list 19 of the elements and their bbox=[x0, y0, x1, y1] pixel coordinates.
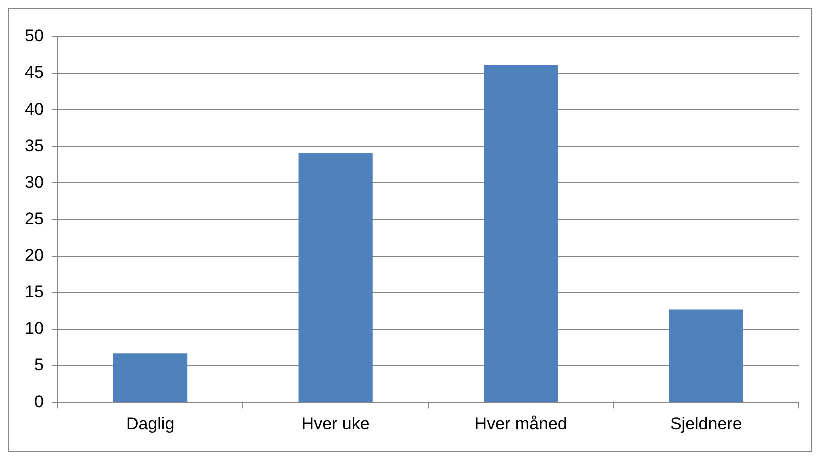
y-tick-label: 50 bbox=[24, 26, 44, 46]
x-tick-label: Hver måned bbox=[474, 414, 568, 434]
x-tick-label: Daglig bbox=[126, 414, 175, 434]
bar bbox=[669, 310, 744, 402]
x-tick-label: Hver uke bbox=[302, 414, 370, 434]
y-tick-label: 10 bbox=[24, 319, 44, 338]
y-tick-label: 40 bbox=[24, 100, 44, 119]
y-tick-label: 45 bbox=[24, 63, 44, 82]
y-tick-label: 5 bbox=[34, 356, 44, 375]
x-tick-label: Sjeldnere bbox=[670, 414, 742, 434]
bar bbox=[484, 66, 558, 402]
y-tick-label: 15 bbox=[24, 282, 44, 302]
y-tick-label: 35 bbox=[24, 136, 44, 156]
y-tick-label: 25 bbox=[24, 209, 44, 228]
bar bbox=[113, 354, 188, 402]
y-tick-label: 30 bbox=[24, 172, 44, 192]
y-tick-label: 0 bbox=[34, 392, 44, 412]
bar bbox=[298, 153, 373, 402]
y-tick-label: 20 bbox=[24, 246, 44, 266]
